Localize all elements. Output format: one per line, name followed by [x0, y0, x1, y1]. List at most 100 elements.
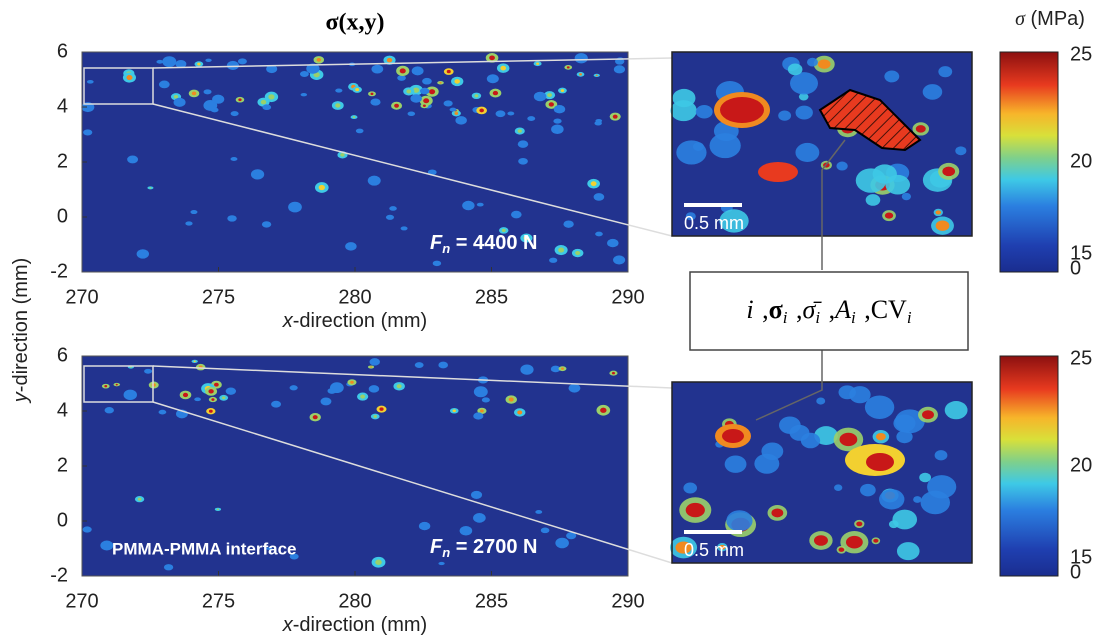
y-tick-label: -2 [50, 564, 68, 586]
formula-separator: , [790, 295, 803, 324]
contact-spot [230, 157, 238, 162]
contact-core [412, 87, 420, 93]
x-tick-label: 285 [475, 286, 508, 308]
contact-core [406, 89, 412, 94]
inset-spot [683, 482, 698, 494]
y-tick-label: 6 [57, 344, 68, 366]
formula-base: i [746, 295, 753, 324]
zoom-line [152, 103, 673, 237]
contact-spot [533, 91, 547, 102]
contact-spot [495, 110, 506, 118]
contact-core [500, 65, 507, 71]
contact-core [316, 57, 322, 62]
y-tick-label: 2 [57, 454, 68, 476]
x-axis-label-text: -direction (mm) [293, 310, 427, 332]
contact-core [439, 81, 442, 84]
formula-sub: i [907, 308, 912, 327]
contact-spot [370, 98, 381, 106]
force-label: Fn = 4400 N [430, 232, 537, 256]
contact-core [197, 62, 201, 66]
x-tick-label: 280 [338, 286, 371, 308]
contact-core [379, 407, 384, 411]
contact-core [590, 181, 597, 187]
contact-core [566, 66, 570, 69]
inset-spot [944, 400, 968, 420]
x-axis-label: x-direction (mm) [282, 310, 427, 332]
contact-spot [165, 56, 175, 64]
contact-core [375, 559, 382, 565]
contact-spot [271, 400, 282, 408]
contact-core [474, 94, 479, 98]
formula-base: σ [769, 295, 783, 324]
contact-spot [520, 364, 534, 375]
inset-spot [927, 475, 957, 499]
contact-spot [250, 169, 265, 180]
contact-spot [422, 77, 432, 85]
inset-spot [814, 426, 838, 445]
contact-core [208, 409, 213, 413]
contact-core [517, 129, 522, 133]
contact-spot [553, 118, 562, 124]
contact-core [454, 111, 459, 115]
contact-core [149, 187, 152, 189]
inset-spot [836, 161, 848, 171]
contact-spot [289, 385, 298, 391]
inset-spot [884, 70, 900, 83]
contact-spot [443, 100, 453, 107]
inset-core [866, 453, 894, 471]
contact-spot [144, 368, 153, 374]
contact-spot [266, 546, 273, 551]
force-symbol: F [430, 536, 443, 558]
inset-spot [800, 432, 821, 449]
zoom-box [83, 67, 154, 105]
contact-spot [230, 111, 239, 117]
inset-spot [787, 63, 803, 76]
inset-spot [919, 472, 932, 483]
colorbar-tick-label: 25 [1070, 347, 1092, 369]
contact-spot [306, 63, 320, 74]
contact-spot [368, 385, 380, 393]
contact-core [386, 57, 393, 63]
contact-core [193, 360, 196, 363]
contact-spot [100, 540, 114, 551]
formula-base: A [833, 295, 851, 324]
inset-core [935, 210, 942, 215]
inset-spot [865, 194, 881, 206]
contact-spot [355, 128, 364, 134]
y-tick-label: 4 [57, 399, 68, 421]
contact-spot [158, 80, 170, 89]
inset-spot [754, 453, 780, 474]
contact-spot [613, 255, 626, 265]
x-axis-label-italic: x [282, 614, 294, 636]
formula: i ,σi​ ,σ̄i​ ,Ai​ ,CVi​ [746, 295, 911, 327]
contact-core [312, 415, 318, 420]
contact-core [126, 75, 133, 81]
contact-spot [593, 193, 605, 201]
contact-spot [455, 116, 467, 125]
contact-spot [371, 64, 384, 74]
inset-spot [795, 142, 820, 163]
contact-core [260, 99, 267, 105]
contact-core [268, 94, 275, 100]
y-axis-label-italic: y [10, 391, 32, 404]
inset-spot [838, 385, 856, 400]
colorbar-tick-label: 20 [1070, 454, 1092, 476]
y-tick-label: 0 [57, 205, 68, 227]
contact-core [214, 382, 219, 387]
zoom-line [152, 401, 673, 564]
contact-core [452, 409, 456, 413]
contact-core [489, 55, 495, 61]
contact-spot [289, 553, 299, 560]
inset-spot [864, 395, 895, 419]
contact-core [370, 366, 372, 368]
inset-spot [896, 430, 913, 444]
inset-core [884, 212, 894, 219]
contact-spot [418, 521, 431, 531]
contact-spot [367, 175, 381, 186]
inset-spot [726, 510, 753, 532]
force-text: = 2700 N [450, 536, 537, 558]
connector [755, 350, 823, 421]
inset-core [873, 538, 879, 543]
contact-spot [432, 260, 442, 267]
